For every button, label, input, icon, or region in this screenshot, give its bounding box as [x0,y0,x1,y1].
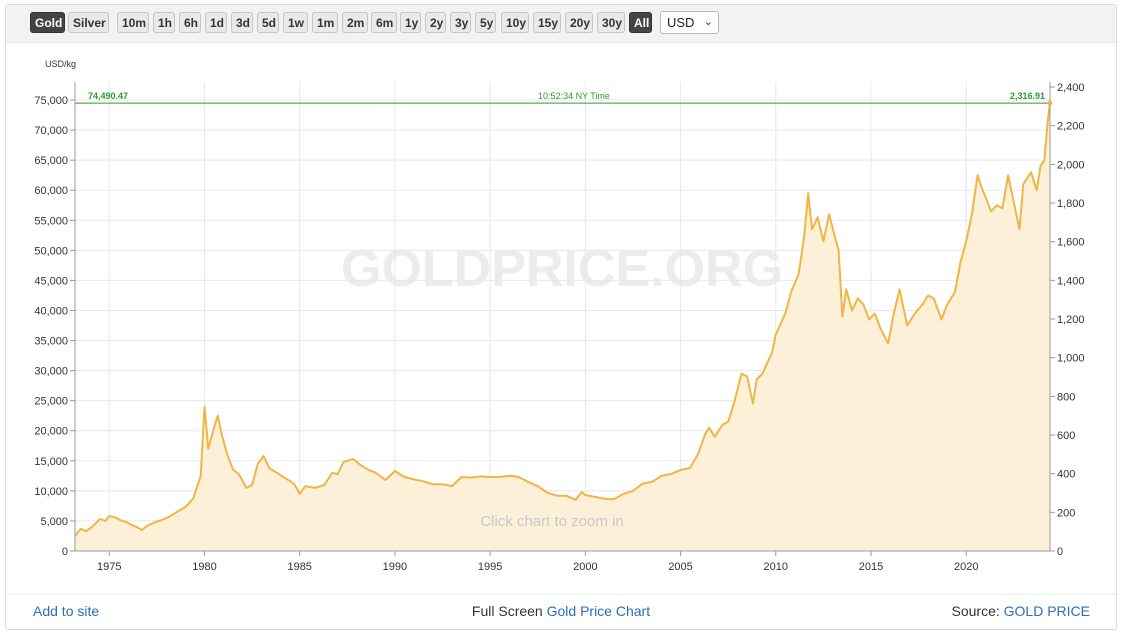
left-tick-label: 20,000 [34,426,68,438]
current-price-kg-label: 74,490.47 [88,91,128,101]
current-time-label: 10:52:34 NY Time [538,91,610,101]
x-tick-label: 1990 [383,561,407,573]
x-tick-label: 2010 [764,561,788,573]
range-button-1w[interactable]: 1w [283,12,308,33]
left-tick-label: 50,000 [34,245,68,257]
current-price-marker [1047,100,1053,106]
range-button-2m[interactable]: 2m [342,12,368,33]
left-tick-label: 30,000 [34,366,68,378]
left-tick-label: 55,000 [34,215,68,227]
left-tick-label: 40,000 [34,305,68,317]
right-tick-label: 2,000 [1057,159,1085,171]
left-tick-label: 70,000 [34,125,68,137]
price-area-fill [75,103,1050,551]
range-button-5d[interactable]: 5d [257,12,279,33]
zoom-hint: Click chart to zoom in [480,513,623,530]
x-tick-label: 1995 [478,561,502,573]
range-button-1m[interactable]: 1m [312,12,338,33]
source-text: Source: GOLD PRICE [952,603,1091,619]
x-tick-label: 2020 [954,561,978,573]
left-axis-unit-label: USD/kg [45,59,76,69]
left-tick-label: 35,000 [34,336,68,348]
add-to-site-link[interactable]: Add to site [33,603,100,619]
gold-price-chart[interactable]: GOLDPRICE.ORG 74,490.47 10:52:34 NY Time… [6,42,1116,597]
range-button-5y[interactable]: 5y [475,12,496,33]
x-axis: 1975 1980 1985 1990 1995 2000 2005 2010 2015 2020 [75,550,1050,573]
chart-toolbar: Gold Silver 10m 1h 6h 1d 3d 5d 1w 1m 2m … [6,5,1116,43]
range-button-30y[interactable]: 30y [597,12,625,33]
full-screen-prefix: Full Screen [471,603,543,619]
right-tick-label: 2,400 [1057,82,1085,94]
currency-select-value: USD [667,15,695,30]
chevron-down-icon: ⌄ [703,16,713,28]
range-button-10y[interactable]: 10y [501,12,529,33]
full-screen-text: Full Screen Gold Price Chart [6,603,1116,619]
x-tick-label: 1975 [97,561,121,573]
right-tick-label: 1,400 [1057,275,1085,287]
right-tick-label: 600 [1057,430,1075,442]
left-y-axis: 0 5,000 10,000 15,000 20,000 25,000 30,000 35,0… [34,82,76,558]
metal-button-gold[interactable]: Gold [30,12,65,33]
range-button-2y[interactable]: 2y [425,12,446,33]
right-tick-label: 400 [1057,469,1075,481]
range-button-6h[interactable]: 6h [179,12,201,33]
left-tick-label: 75,000 [34,95,68,107]
left-tick-label: 45,000 [34,275,68,287]
right-tick-label: 800 [1057,391,1075,403]
chart-footer: Add to site Full Screen Gold Price Chart… [6,594,1116,629]
range-button-3d[interactable]: 3d [231,12,253,33]
right-tick-label: 200 [1057,507,1075,519]
source-link[interactable]: GOLD PRICE [1003,603,1090,619]
left-tick-label: 5,000 [40,516,68,528]
range-button-3y[interactable]: 3y [450,12,471,33]
range-button-15y[interactable]: 15y [533,12,561,33]
price-line [74,102,1051,537]
range-button-20y[interactable]: 20y [565,12,593,33]
range-button-1y[interactable]: 1y [400,12,421,33]
range-button-all[interactable]: All [629,12,652,33]
watermark: GOLDPRICE.ORG [341,240,783,298]
x-tick-label: 1985 [287,561,311,573]
source-prefix: Source: [951,603,1000,619]
metal-button-silver[interactable]: Silver [68,12,109,33]
current-price-oz-label: 2,316.91 [1010,91,1045,101]
chart-widget: Gold Silver 10m 1h 6h 1d 3d 5d 1w 1m 2m … [5,4,1117,630]
right-tick-label: 1,000 [1057,353,1085,365]
x-tick-label: 2015 [859,561,883,573]
range-button-1h[interactable]: 1h [153,12,175,33]
left-tick-label: 15,000 [34,456,68,468]
right-y-axis: 0 200 400 600 800 1,000 1,200 1,400 1,600 1,800 2,… [1049,82,1085,558]
left-tick-label: 65,000 [34,155,68,167]
left-tick-label: 10,000 [34,486,68,498]
range-button-6m[interactable]: 6m [371,12,397,33]
x-tick-label: 2005 [668,561,692,573]
x-tick-label: 2000 [573,561,597,573]
left-tick-label: 0 [62,546,68,558]
range-button-1d[interactable]: 1d [205,12,227,33]
left-tick-label: 25,000 [34,396,68,408]
right-tick-label: 0 [1057,546,1063,558]
full-screen-link[interactable]: Gold Price Chart [546,603,651,619]
right-tick-label: 1,600 [1057,237,1085,249]
right-tick-label: 1,800 [1057,198,1085,210]
right-tick-label: 1,200 [1057,314,1085,326]
right-tick-label: 2,200 [1057,121,1085,133]
left-tick-label: 60,000 [34,185,68,197]
currency-select[interactable]: USD ⌄ [660,11,719,34]
range-button-10m[interactable]: 10m [117,12,149,33]
x-tick-label: 1980 [192,561,216,573]
